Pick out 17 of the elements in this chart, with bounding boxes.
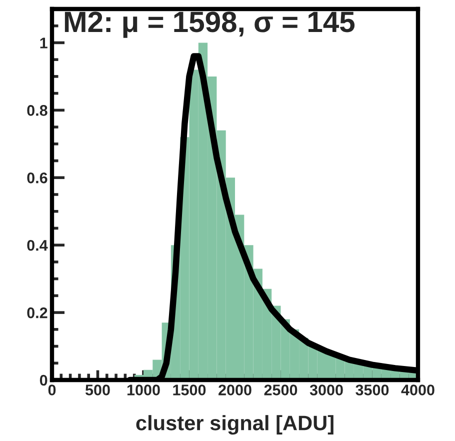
x-tick-label: 1000	[127, 384, 160, 396]
x-tick-label: 0	[48, 384, 56, 396]
y-tick-label: 0.2	[27, 307, 48, 318]
x-tick-label: 4000	[401, 384, 434, 396]
y-tick-label: 1	[40, 38, 48, 48]
x-tick-label: 500	[85, 384, 110, 396]
y-tick-label: 0	[40, 374, 48, 386]
x-tick-label: 1500	[173, 384, 206, 396]
y-tick-label: 0.8	[27, 105, 48, 116]
y-tick-label: 0.4	[27, 240, 48, 251]
x-axis-title: cluster signal [ADU]	[136, 415, 334, 435]
y-tick-label: 0.6	[27, 172, 48, 184]
x-tick-label: 3500	[356, 384, 389, 396]
chart-title: M2: μ = 1598, σ = 145	[64, 12, 355, 38]
x-tick-label: 2000	[218, 384, 252, 396]
x-tick-label: 3000	[310, 384, 343, 396]
x-tick-label: 2500	[264, 384, 298, 396]
